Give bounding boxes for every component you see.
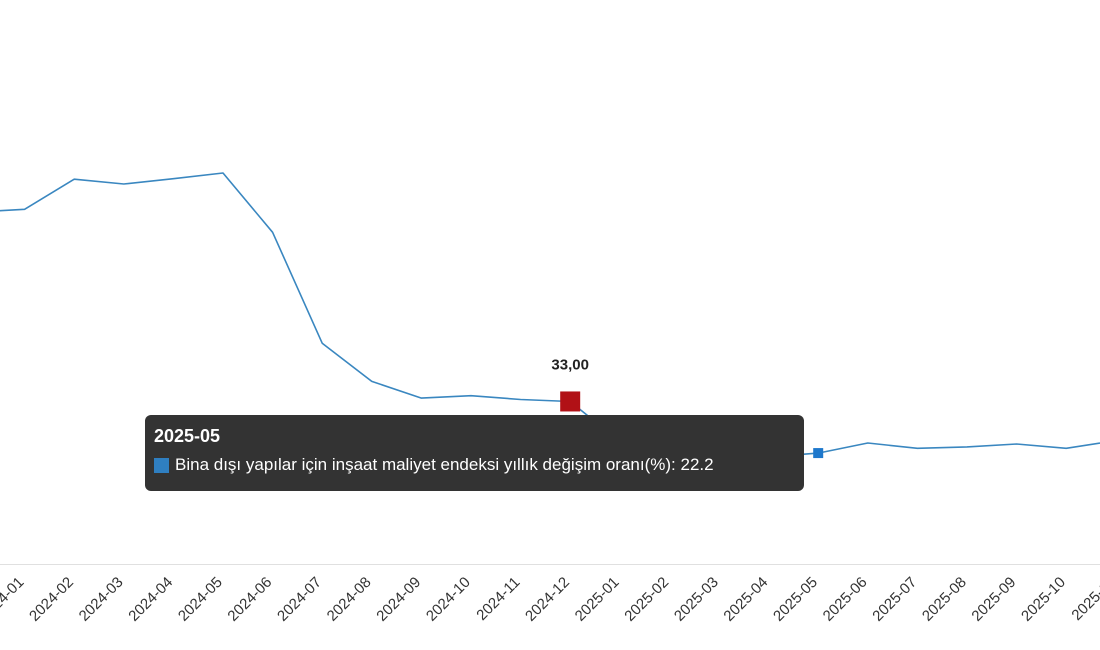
data-label: 33,00 (551, 356, 589, 373)
x-tick-label: 2025-09 (968, 574, 1019, 625)
x-tick-label: 2025-03 (671, 574, 722, 625)
x-tick-label: 2024-08 (324, 574, 375, 625)
x-tick-label: 2024-05 (175, 574, 226, 625)
x-tick-label: 2024-02 (26, 574, 77, 625)
tooltip-series-text: Bina dışı yapılar için inşaat maliyet en… (175, 455, 714, 474)
x-tick-label: 2024-10 (423, 574, 474, 625)
tooltip-row: Bina dışı yapılar için inşaat maliyet en… (154, 454, 795, 476)
tooltip-title: 2025-05 (154, 426, 221, 446)
series-line (0, 172, 1100, 458)
x-tick-label: 2024-12 (522, 574, 573, 625)
highlight-point (813, 448, 824, 459)
x-tick-label: 2024-03 (76, 574, 127, 625)
x-tick-label: 2025-05 (770, 574, 821, 625)
tooltip: 2025-05 Bina dışı yapılar için inşaat ma… (145, 415, 804, 491)
x-tick-label: 2024-04 (125, 574, 176, 625)
x-tick-label: 2025-10 (1018, 574, 1069, 625)
x-tick-label: 2024-01 (0, 574, 27, 625)
x-tick-label: 2025-04 (720, 574, 771, 625)
annotation-marker (560, 391, 581, 412)
x-tick-label: 2025-07 (869, 574, 920, 625)
x-tick-label: 2024-06 (224, 574, 275, 625)
x-tick-label: 2025-11 (1068, 574, 1100, 624)
x-tick-label: 2024-07 (274, 574, 325, 625)
x-tick-label: 2025-06 (820, 574, 871, 625)
x-tick-label: 2025-08 (919, 574, 970, 625)
x-tick-label: 2024-11 (473, 574, 523, 624)
x-tick-label: 2025-01 (572, 574, 623, 625)
x-tick-label: 2025-02 (621, 574, 672, 625)
tooltip-series-swatch (154, 457, 169, 473)
x-tick-label: 2024-09 (373, 574, 424, 625)
